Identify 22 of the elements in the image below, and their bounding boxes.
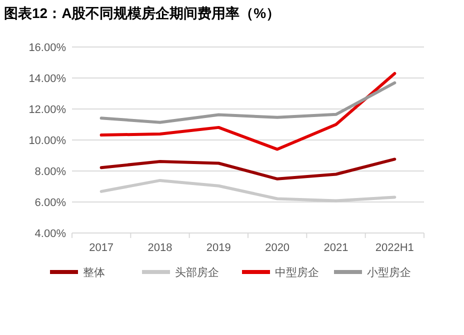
line-series <box>100 72 396 151</box>
y-tick-label: 4.00% <box>34 228 66 240</box>
x-tick-label: 2022H1 <box>375 242 414 254</box>
x-tick-label: 2017 <box>89 242 114 254</box>
line-series <box>100 178 396 202</box>
line-series <box>100 81 396 124</box>
y-tick-label: 10.00% <box>28 135 66 147</box>
x-tick-label: 2021 <box>324 242 348 254</box>
y-tick-label: 8.00% <box>34 166 66 178</box>
y-tick-label: 16.00% <box>28 42 66 54</box>
chart-title: 图表12：A股不同规模房企期间费用率（%） <box>4 5 280 21</box>
y-tick-label: 6.00% <box>34 197 66 209</box>
legend-label: 头部房企 <box>175 266 219 279</box>
legend-label: 小型房企 <box>367 266 411 279</box>
y-tick-label: 14.00% <box>28 73 66 85</box>
legend-label: 整体 <box>83 267 105 279</box>
y-tick-label: 12.00% <box>28 104 66 116</box>
legend-label: 中型房企 <box>275 266 319 279</box>
x-tick-label: 2020 <box>265 242 290 254</box>
x-tick-label: 2018 <box>148 242 172 254</box>
x-tick-label: 2019 <box>206 242 231 254</box>
line-series <box>100 158 396 180</box>
